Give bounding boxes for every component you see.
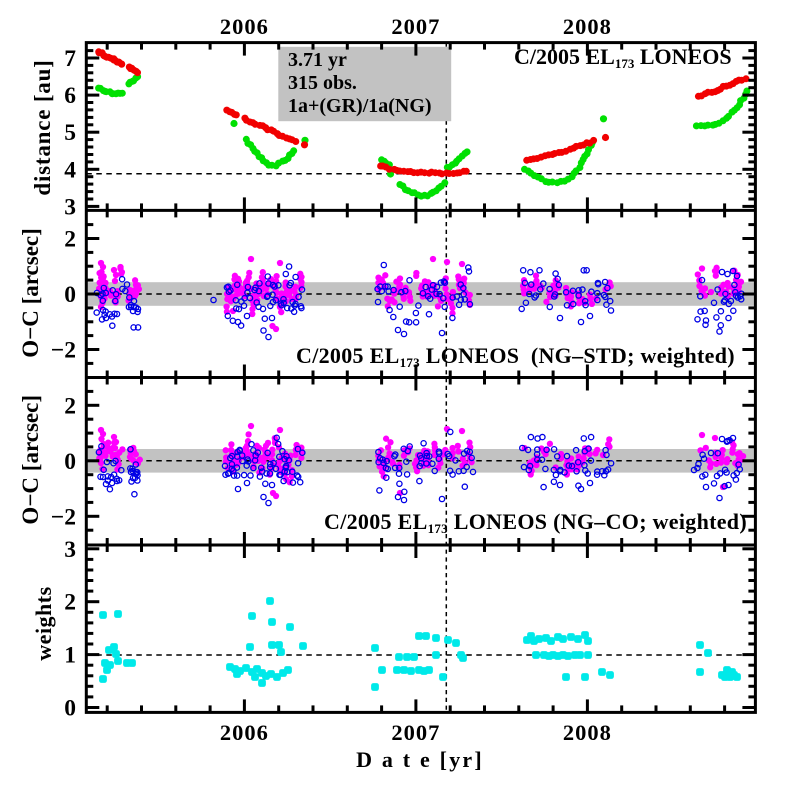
svg-text:D a t e [yr]: D a t e [yr]: [356, 747, 484, 772]
svg-text:1: 1: [64, 643, 76, 669]
svg-text:weights: weights: [31, 586, 56, 660]
svg-text:C/2005 EL173 LONEOS: C/2005 EL173 LONEOS: [514, 44, 732, 71]
svg-text:2: 2: [64, 227, 76, 253]
svg-text:−2: −2: [51, 504, 76, 530]
svg-text:3: 3: [64, 194, 76, 220]
svg-text:C/2005 EL173 LONEOS (NG–CO; we: C/2005 EL173 LONEOS (NG–CO; weighted): [324, 509, 747, 536]
svg-text:2: 2: [64, 590, 76, 616]
svg-text:2: 2: [64, 393, 76, 419]
svg-text:C/2005 EL173 LONEOS (NG–STD;: C/2005 EL173 LONEOS (NG–STD; weighted): [296, 343, 735, 370]
svg-text:O−C [arcsec]: O−C [arcsec]: [18, 228, 43, 358]
svg-text:315 obs.: 315 obs.: [288, 72, 357, 94]
svg-text:−2: −2: [51, 338, 76, 364]
svg-text:3.71 yr: 3.71 yr: [288, 49, 347, 71]
svg-text:distance [au]: distance [au]: [30, 59, 55, 195]
svg-text:0: 0: [64, 449, 76, 475]
svg-text:7: 7: [64, 46, 76, 72]
svg-text:0: 0: [64, 282, 76, 308]
svg-text:6: 6: [64, 83, 76, 109]
svg-text:2007: 2007: [391, 14, 440, 39]
svg-text:4: 4: [64, 157, 76, 183]
svg-text:2008: 2008: [563, 14, 612, 39]
svg-text:O−C [arcsec]: O−C [arcsec]: [18, 395, 43, 525]
svg-text:2008: 2008: [563, 720, 612, 745]
svg-text:1a+(GR)/1a(NG): 1a+(GR)/1a(NG): [288, 95, 432, 117]
svg-text:0: 0: [64, 696, 76, 722]
svg-text:3: 3: [64, 537, 76, 563]
svg-text:2007: 2007: [391, 720, 440, 745]
svg-text:5: 5: [64, 120, 76, 146]
svg-text:2006: 2006: [220, 14, 269, 39]
svg-text:2006: 2006: [220, 720, 269, 745]
